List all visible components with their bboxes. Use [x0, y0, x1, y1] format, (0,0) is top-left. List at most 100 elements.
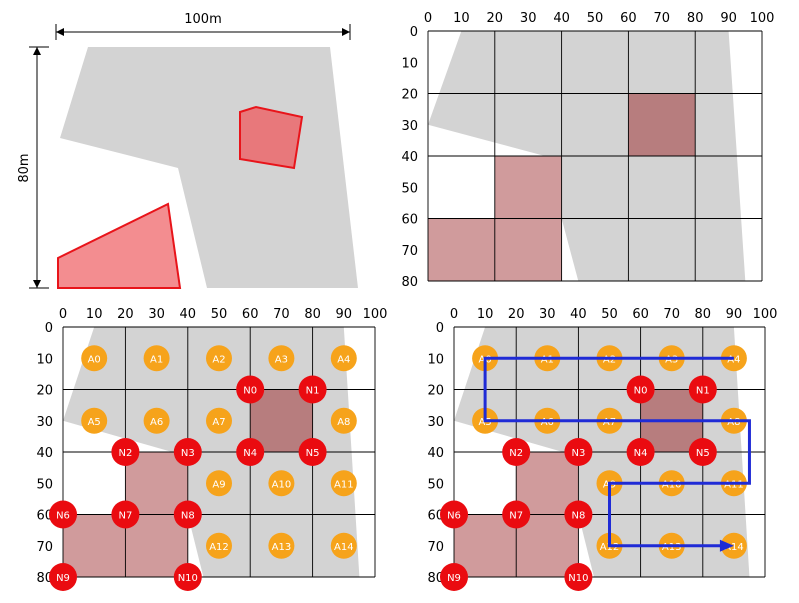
x-tick-label: 30	[520, 11, 537, 26]
y-tick-label: 80	[401, 275, 418, 290]
x-tick-label: 20	[487, 11, 504, 26]
field-polygon	[60, 47, 358, 288]
y-tick-label: 10	[427, 352, 444, 367]
area-node-a3	[268, 345, 295, 372]
area-node-label: A7	[212, 417, 225, 428]
x-tick-label: 90	[726, 307, 743, 322]
area-node-a10	[268, 470, 295, 497]
obstacle-node-n0	[626, 375, 655, 404]
x-tick-label: 70	[273, 307, 290, 322]
obstacle-node-label: N0	[634, 386, 648, 397]
width-label: 100m	[184, 12, 221, 27]
y-tick-label: 50	[401, 181, 418, 196]
x-tick-label: 40	[570, 307, 587, 322]
obstacle-shape-top-right	[239, 105, 304, 170]
obstacle-node-n7	[111, 500, 140, 529]
x-tick-label: 100	[753, 307, 778, 322]
y-tick-label: 30	[36, 415, 53, 430]
area-node-a2	[206, 345, 232, 372]
area-node-label: A5	[88, 417, 101, 428]
width-arrow-right-icon	[342, 28, 350, 36]
area-node-label: A1	[150, 354, 163, 365]
path-arrow-icon	[719, 539, 734, 552]
obstacle-node-n4	[626, 438, 655, 466]
obstacle-node-label: N6	[56, 511, 70, 522]
y-tick-label: 0	[45, 321, 53, 336]
x-tick-label: 10	[453, 11, 470, 26]
y-tick-label: 40	[401, 150, 418, 165]
obstacle-node-n10	[173, 563, 202, 591]
y-tick-label: 70	[401, 244, 418, 259]
obstacle-node-n3	[564, 438, 593, 466]
y-tick-label: 50	[36, 477, 53, 492]
height-label: 80m	[17, 153, 32, 182]
y-tick-label: 10	[36, 352, 53, 367]
obstacle-node-label: N5	[306, 448, 320, 459]
obstacle-cell	[125, 514, 188, 577]
area-node-label: A4	[337, 354, 350, 365]
x-tick-label: 50	[211, 307, 228, 322]
y-tick-label: 40	[427, 446, 444, 461]
y-tick-label: 80	[427, 571, 444, 586]
obstacle-node-label: N9	[56, 573, 70, 584]
area-node-label: A2	[212, 354, 225, 365]
y-tick-label: 0	[436, 321, 444, 336]
obstacle-node-n3	[173, 438, 202, 466]
area-node-label: A0	[88, 354, 101, 365]
obstacle-cell	[494, 156, 562, 219]
obstacle-node-n10	[564, 563, 593, 591]
obstacle-node-label: N8	[181, 511, 195, 522]
x-tick-label: 0	[59, 307, 67, 322]
obstacle-cell	[516, 452, 579, 515]
x-tick-label: 80	[695, 307, 712, 322]
obstacle-node-n5	[298, 438, 327, 466]
obstacle-node-label: N0	[243, 386, 257, 397]
area-node-a7	[206, 407, 232, 434]
area-node-a9	[206, 470, 232, 497]
obstacle-node-label: N4	[243, 448, 257, 459]
area-node-label: A9	[212, 479, 225, 490]
obstacle-node-n1	[688, 375, 717, 404]
x-tick-label: 50	[601, 307, 618, 322]
height-arrow-top-icon	[33, 47, 41, 55]
panel-node-map: 0 10 20 30 40 50 60 70 80 90 100 0 10 20 30 40 50 60 70 80 A…	[36, 307, 387, 591]
y-tick-label: 20	[36, 384, 53, 399]
x-tick-label: 70	[663, 307, 680, 322]
x-tick-label: 80	[304, 307, 321, 322]
obstacle-cell	[454, 514, 517, 577]
y-tick-label: 10	[401, 56, 418, 71]
x-tick-label: 40	[180, 307, 197, 322]
obstacle-node-n8	[564, 500, 593, 529]
x-tick-label: 20	[117, 307, 134, 322]
obstacle-node-label: N4	[634, 448, 648, 459]
obstacle-node-n9	[440, 563, 468, 591]
x-tick-label: 100	[750, 11, 775, 26]
obstacle-node-n9	[49, 563, 77, 591]
area-node-a5	[81, 407, 108, 434]
x-tick-label: 60	[632, 307, 649, 322]
obstacle-node-label: N8	[571, 511, 585, 522]
obstacle-node-n2	[502, 438, 531, 466]
height-arrow-bottom-icon	[33, 280, 41, 288]
obstacle-node-n7	[502, 500, 531, 529]
obstacle-node-n5	[688, 438, 717, 466]
panel-grid-map: 0 10 20 30 40 50 60 70 80 90 100 0 10 20 30 40 50 60 70 80	[401, 11, 774, 290]
y-tick-label: 70	[427, 540, 444, 555]
obstacle-node-label: N10	[178, 573, 198, 584]
area-node-label: A13	[272, 542, 292, 553]
area-node-a12	[206, 532, 232, 559]
panel-path-map: 0 10 20 30 40 50 60 70 80 90 100 0 10 20 30 40 50 60 70 80 A…	[427, 307, 777, 591]
obstacle-node-label: N1	[696, 386, 710, 397]
obstacle-node-n1	[298, 375, 327, 404]
obstacle-node-label: N10	[568, 573, 588, 584]
obstacle-cell	[250, 389, 313, 452]
area-node-label: A12	[209, 542, 229, 553]
area-node-label: A11	[334, 479, 354, 490]
obstacle-cell	[428, 218, 495, 281]
obstacle-node-n4	[236, 438, 265, 466]
x-tick-label: 80	[687, 11, 704, 26]
obstacle-node-n8	[173, 500, 202, 529]
obstacle-cell	[63, 514, 126, 577]
y-tick-label: 80	[36, 571, 53, 586]
obstacle-node-n2	[111, 438, 140, 466]
